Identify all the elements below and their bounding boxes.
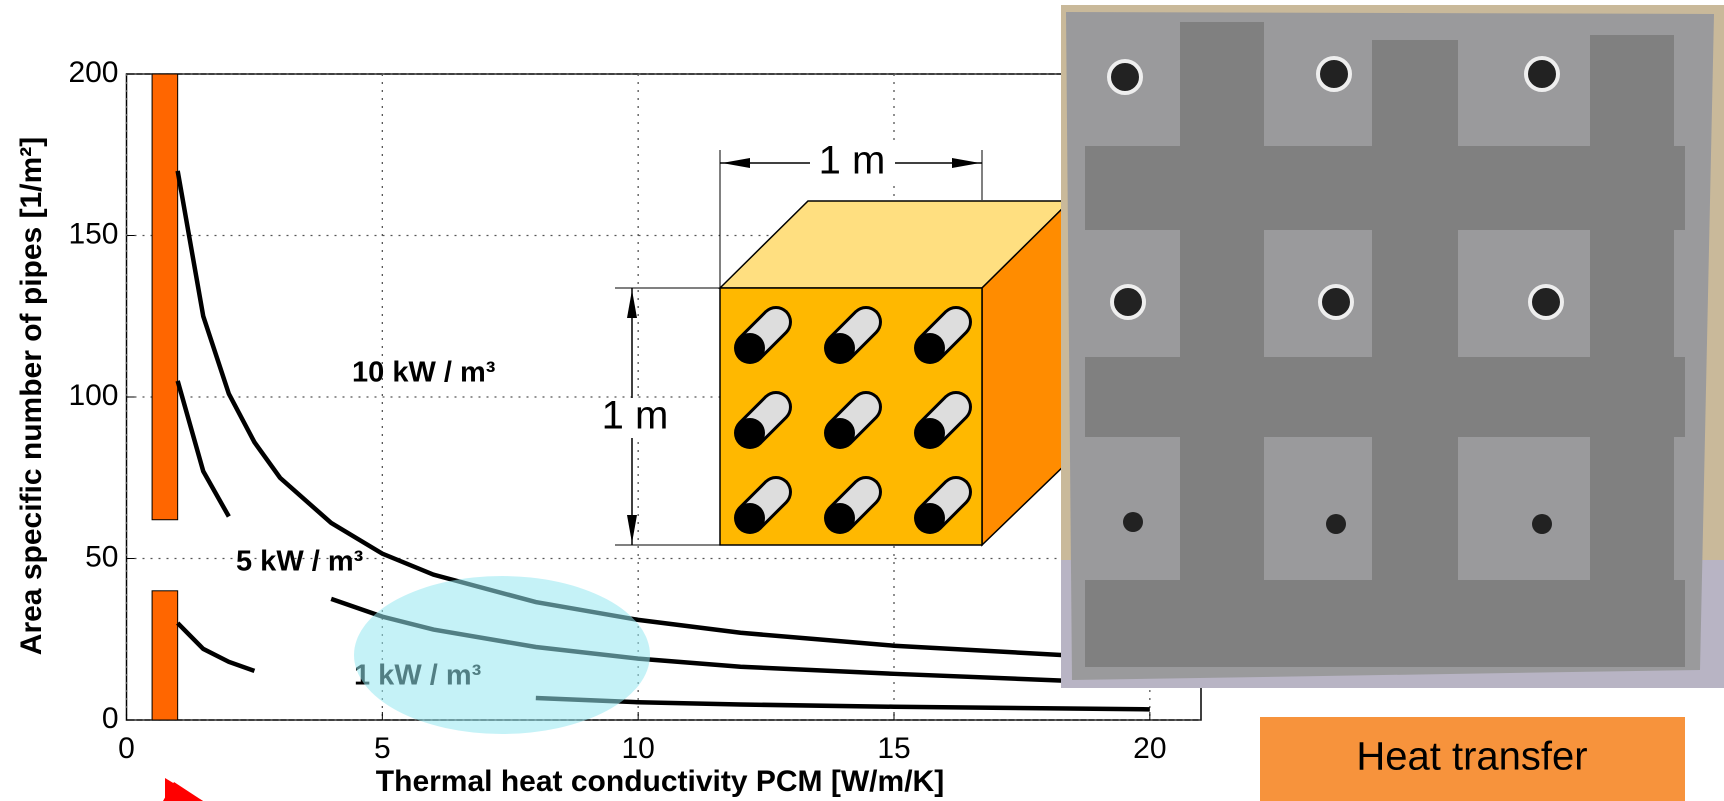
hole [1123,512,1143,532]
y-tick-label: 100 [68,379,118,412]
range-bar [152,591,178,720]
x-tick-label: 15 [877,732,910,765]
hole [1109,61,1141,93]
y-tick-label: 150 [68,217,118,250]
y-tick-label: 0 [102,702,119,735]
hole [1530,286,1562,318]
mask [1085,580,1685,667]
caption: Heat transfer [1356,735,1587,779]
pipe-end [735,333,765,363]
x-tick-label: 5 [374,732,391,765]
mask [1085,146,1685,230]
width-label: 1 m [819,139,886,183]
pipe-end [825,503,855,533]
pipe-end [915,333,945,363]
pipe-end [825,333,855,363]
y-tick-label: 50 [85,540,118,573]
hole [1112,286,1144,318]
y-tick-label: 200 [68,56,118,89]
photo [1061,5,1724,688]
pipe-end [735,418,765,448]
hole [1532,514,1552,534]
hole [1326,514,1346,534]
range-bar [152,74,178,520]
caption-box: Heat transfer [1260,717,1685,801]
height-label: 1 m [602,394,669,438]
x-tick-label: 20 [1133,732,1166,765]
highlight [354,576,650,734]
mask [1085,357,1685,437]
mask [1180,22,1264,667]
mask [1590,35,1674,665]
slide: 0 50 100 150 200 0 5 10 15 20 Thermal heat conduct… [0,0,1724,801]
series-label: 5 kW / m³ [236,546,364,578]
hole [1526,58,1558,90]
pipe-end [735,503,765,533]
series-label: 10 kW / m³ [352,357,496,389]
pipe-end [825,418,855,448]
x-tick-label: 0 [118,732,135,765]
x-tick-label: 10 [621,732,654,765]
x-axis-label: Thermal heat conductivity PCM [W/m/K] [376,765,944,798]
pipe-end [915,503,945,533]
pipe-end [915,418,945,448]
hole [1318,58,1350,90]
mask [1372,40,1458,667]
hole [1320,286,1352,318]
y-axis-label: Area specific number of pipes [1/m²] [15,137,48,655]
